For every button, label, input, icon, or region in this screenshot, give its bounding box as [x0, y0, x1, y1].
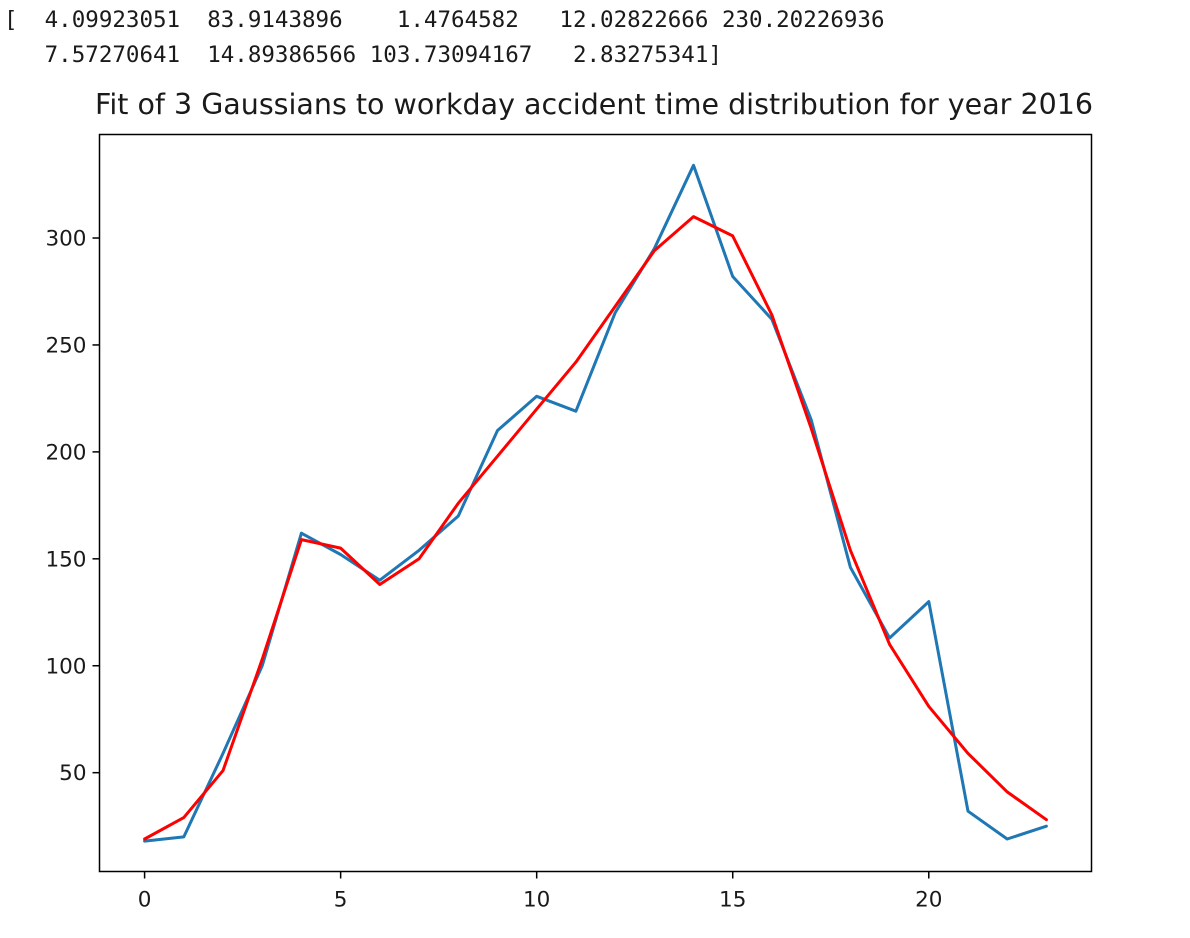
- y-tick-label: 50: [59, 761, 86, 786]
- x-tick-label: 20: [915, 888, 942, 913]
- x-tick-label: 15: [719, 888, 746, 913]
- series-layer: [143, 163, 1048, 843]
- chart-title: Fit of 3 Gaussians to workday accident t…: [95, 88, 1093, 121]
- x-tick-label: 0: [138, 888, 152, 913]
- y-tick-label: 300: [45, 227, 86, 252]
- plot-area-frame: [98, 133, 1093, 873]
- y-tick-label: 250: [45, 333, 86, 358]
- y-tick-label: 100: [45, 654, 86, 679]
- x-tick-label: 5: [334, 888, 348, 913]
- output-text-line-1: [ 4.09923051 83.9143896 1.4764582 12.028…: [4, 7, 885, 33]
- x-tick-label: 10: [523, 888, 550, 913]
- series-line-1: [143, 163, 1048, 843]
- output-text-line-2: 7.57270641 14.89386566 103.73094167 2.83…: [4, 42, 722, 68]
- y-tick-label: 200: [45, 440, 86, 465]
- series-line-2: [143, 215, 1048, 841]
- y-axis-ticks: 50 100 150 200 250 300: [45, 227, 100, 786]
- y-tick-label: 150: [45, 547, 86, 572]
- x-axis-ticks: 0 5 10 15 20: [138, 871, 942, 913]
